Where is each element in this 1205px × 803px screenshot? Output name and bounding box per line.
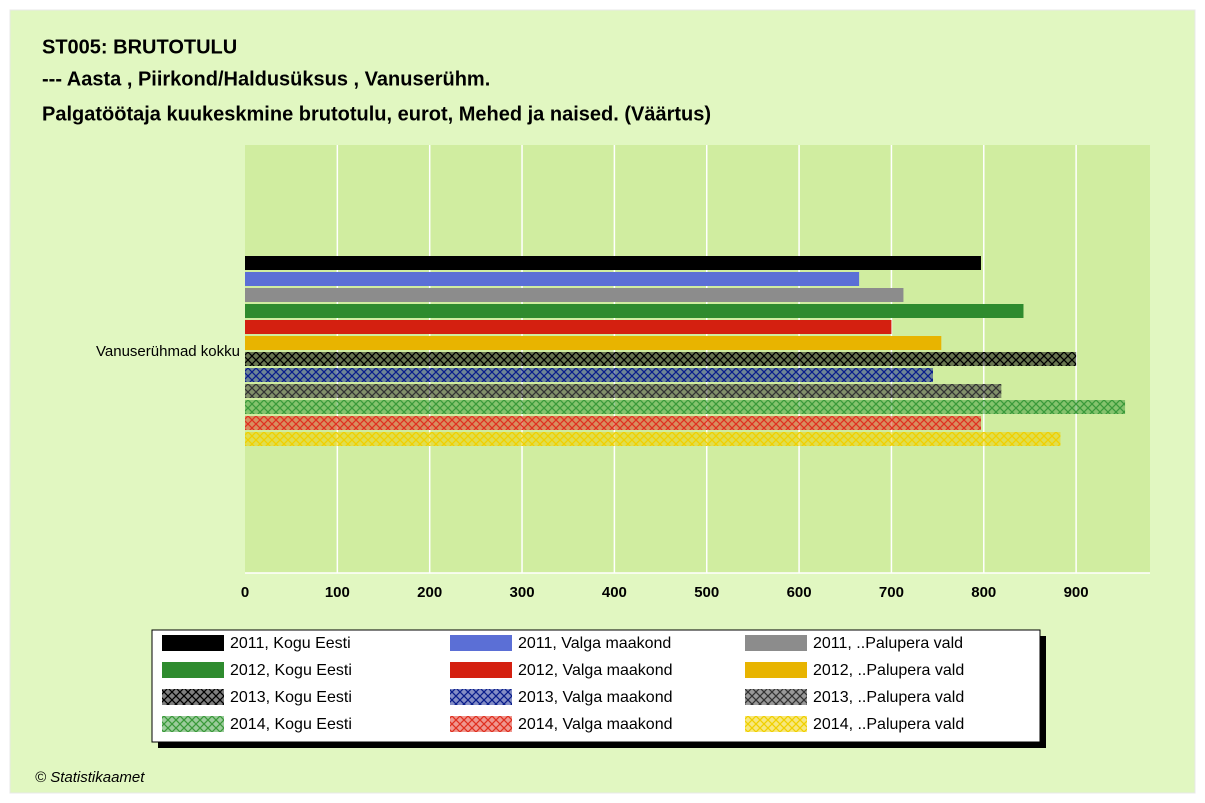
legend-label: 2013, ..Palupera vald (813, 689, 964, 706)
legend-swatch (162, 689, 224, 705)
bar (245, 400, 1126, 414)
legend-label: 2011, ..Palupera vald (813, 635, 963, 652)
legend-swatch (162, 662, 224, 678)
x-tick-label: 800 (971, 584, 996, 601)
legend-label: 2012, ..Palupera vald (813, 662, 964, 679)
bar (245, 256, 982, 270)
x-tick-label: 900 (1064, 584, 1089, 601)
legend-label: 2011, Valga maakond (518, 635, 671, 652)
legend-label: 2014, Kogu Eesti (230, 716, 352, 733)
legend-swatch (162, 635, 224, 651)
legend-label: 2014, Valga maakond (518, 716, 672, 733)
chart-subtitle: Palgatöötaja kuukeskmine brutotulu, euro… (42, 103, 711, 125)
legend-swatch (450, 689, 512, 705)
chart-subtitle: --- Aasta , Piirkond/Haldusüksus , Vanus… (42, 68, 490, 90)
bar (245, 320, 892, 334)
legend-swatch (745, 716, 807, 732)
source: © Statistikaamet (35, 769, 145, 786)
y-tick-label: Vanuserühmad kokku (96, 343, 240, 360)
x-tick-label: 100 (325, 584, 350, 601)
bar (245, 368, 933, 382)
bar (245, 304, 1024, 318)
x-tick-label: 700 (879, 584, 904, 601)
legend (151, 629, 1041, 743)
legend-swatch (450, 635, 512, 651)
legend-label: 2012, Valga maakond (518, 662, 672, 679)
bar (245, 336, 942, 350)
bar (245, 288, 904, 302)
legend-swatch (745, 662, 807, 678)
legend-swatch (745, 635, 807, 651)
bar (245, 432, 1061, 446)
bar (245, 416, 982, 430)
x-tick-label: 600 (787, 584, 812, 601)
bar (245, 384, 1002, 398)
legend-swatch (450, 662, 512, 678)
x-tick-label: 400 (602, 584, 627, 601)
legend-label: 2013, Kogu Eesti (230, 689, 352, 706)
legend-swatch (745, 689, 807, 705)
chart-title: ST005: BRUTOTULU (42, 36, 237, 58)
bar (245, 272, 860, 286)
legend-swatch (450, 716, 512, 732)
legend-label: 2011, Kogu Eesti (230, 635, 351, 652)
legend-swatch (162, 716, 224, 732)
x-tick-label: 500 (694, 584, 719, 601)
bar (245, 352, 1077, 366)
legend-label: 2014, ..Palupera vald (813, 716, 964, 733)
legend-label: 2013, Valga maakond (518, 689, 672, 706)
x-tick-label: 0 (241, 584, 249, 601)
legend-label: 2012, Kogu Eesti (230, 662, 352, 679)
x-tick-label: 200 (417, 584, 442, 601)
x-tick-label: 300 (510, 584, 535, 601)
